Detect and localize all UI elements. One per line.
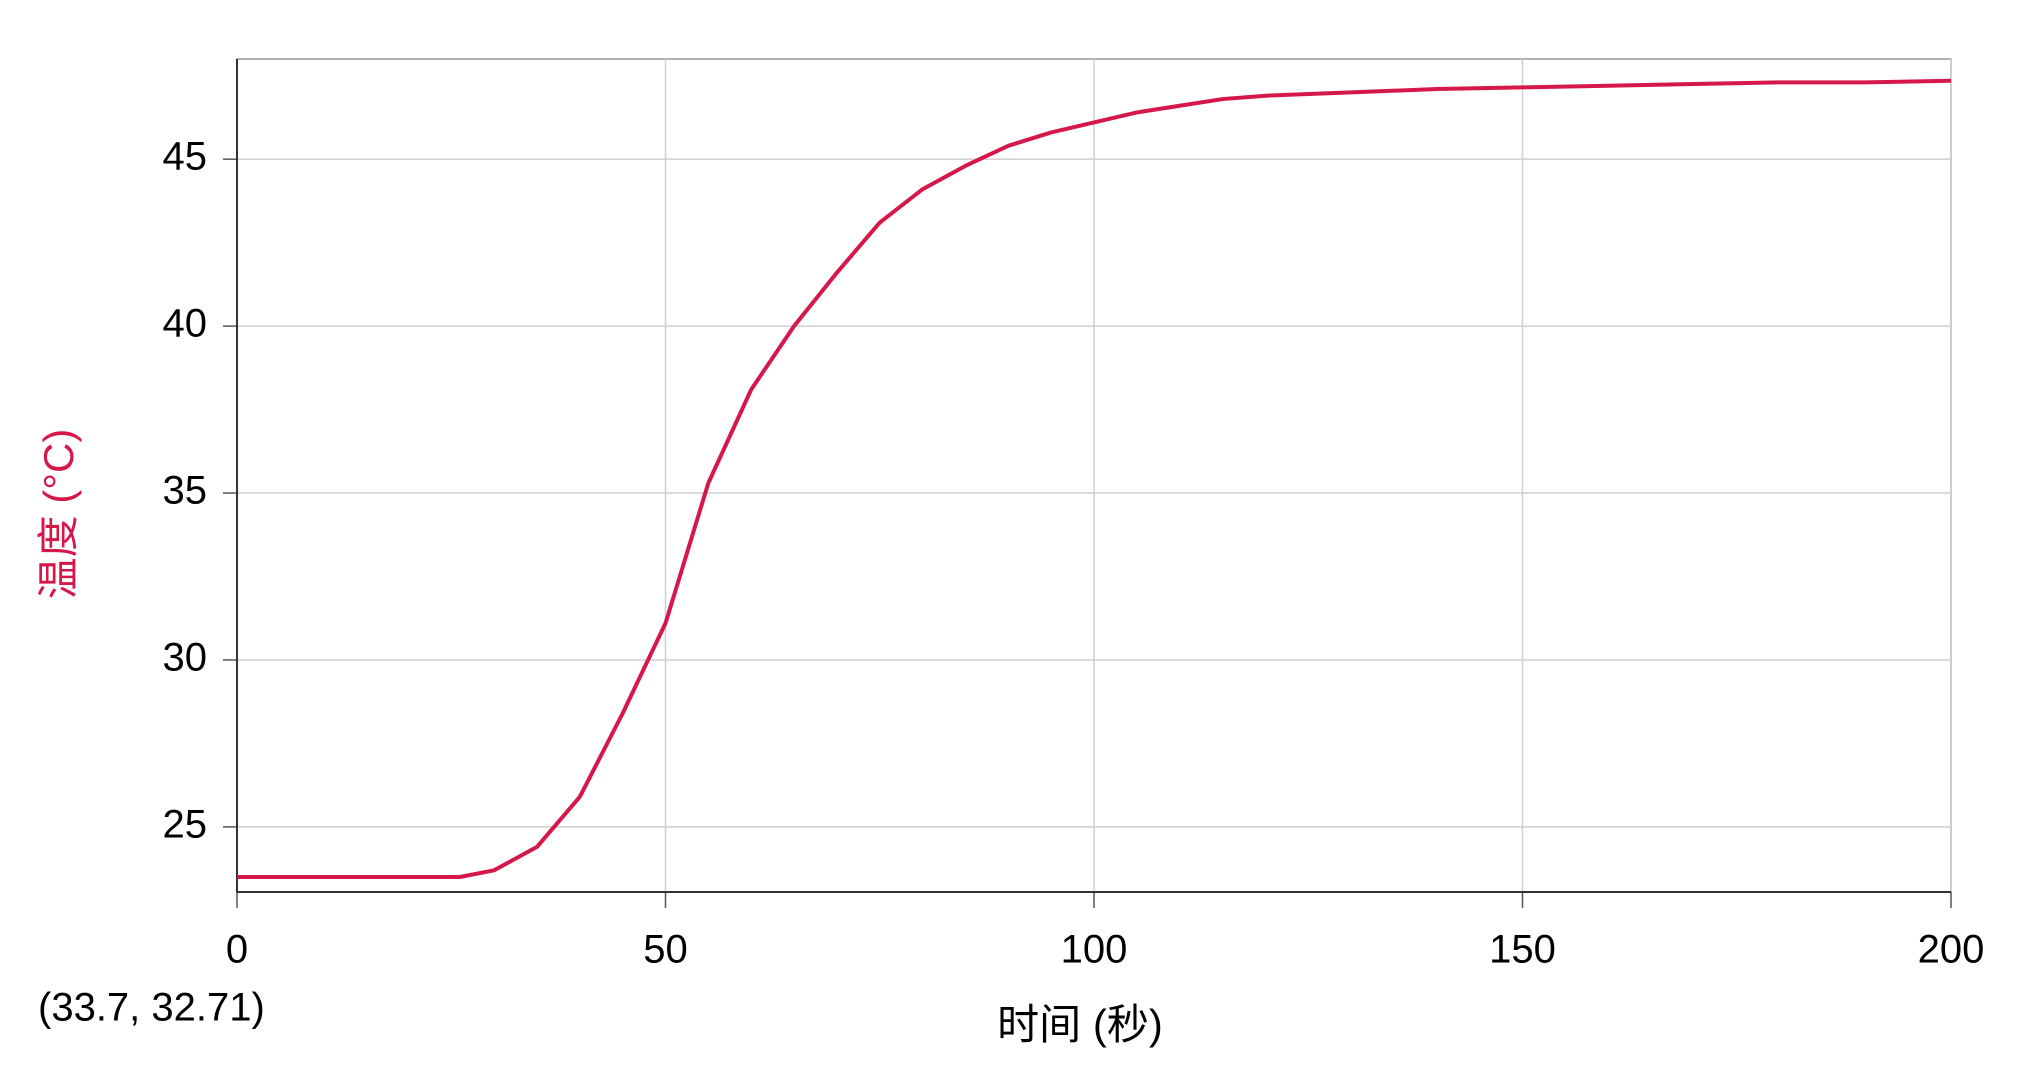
cursor-readout: (33.7, 32.71) [38,986,265,1030]
y-tick-label: 30 [163,636,208,680]
x-tick-label: 100 [1061,928,1128,972]
data-line [237,78,1952,879]
y-tick-label: 45 [163,135,208,179]
y-axis-title: 温度 (°C) [35,429,82,600]
y-tick-label: 35 [163,469,208,513]
y-tick-label: 25 [163,802,208,846]
x-tick-label: 150 [1489,928,1556,972]
x-axis-title: 时间 (秒) [997,1001,1163,1048]
x-tick-label: 200 [1918,928,1985,972]
x-tick-label: 50 [643,928,688,972]
y-tick-label: 40 [163,302,208,346]
x-tick-label: 0 [226,928,248,972]
